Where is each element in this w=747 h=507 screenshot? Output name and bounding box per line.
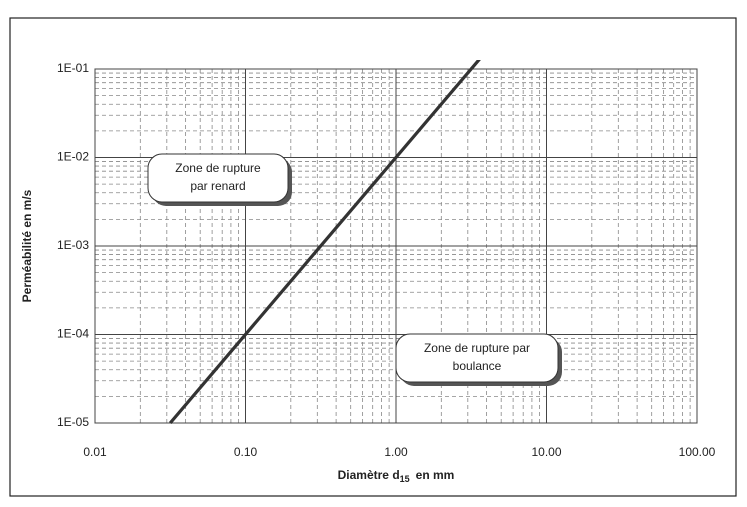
- annotation-box: [147, 153, 289, 203]
- x-tick-label: 1.00: [384, 445, 408, 459]
- annotation-box: [395, 333, 559, 383]
- x-tick-label: 0.01: [83, 445, 107, 459]
- annotation-text: Zone de rupture par: [424, 341, 530, 355]
- x-tick-label: 10.00: [531, 445, 561, 459]
- annotation-text: par renard: [190, 179, 245, 193]
- x-axis-label-text: Diamètre d: [338, 468, 400, 482]
- y-tick-label: 1E-02: [57, 150, 89, 164]
- y-tick-label: 1E-04: [57, 327, 89, 341]
- annotation-text: boulance: [453, 359, 502, 373]
- x-tick-label: 0.10: [234, 445, 258, 459]
- x-axis-label-after: en mm: [416, 468, 455, 482]
- x-tick-label: 100.00: [679, 445, 716, 459]
- frame: [9, 17, 737, 497]
- data-line: [168, 60, 481, 424]
- y-tick-label: 1E-01: [57, 61, 89, 75]
- y-tick-label: 1E-05: [57, 415, 89, 429]
- x-axis-label-sub: 15: [400, 474, 410, 484]
- x-axis-label: Diamètre d15 en mm: [338, 468, 455, 484]
- y-axis-label: Perméabilité en m/s: [20, 189, 34, 302]
- y-tick-label: 1E-03: [57, 238, 89, 252]
- annotation-text: Zone de rupture: [175, 161, 261, 175]
